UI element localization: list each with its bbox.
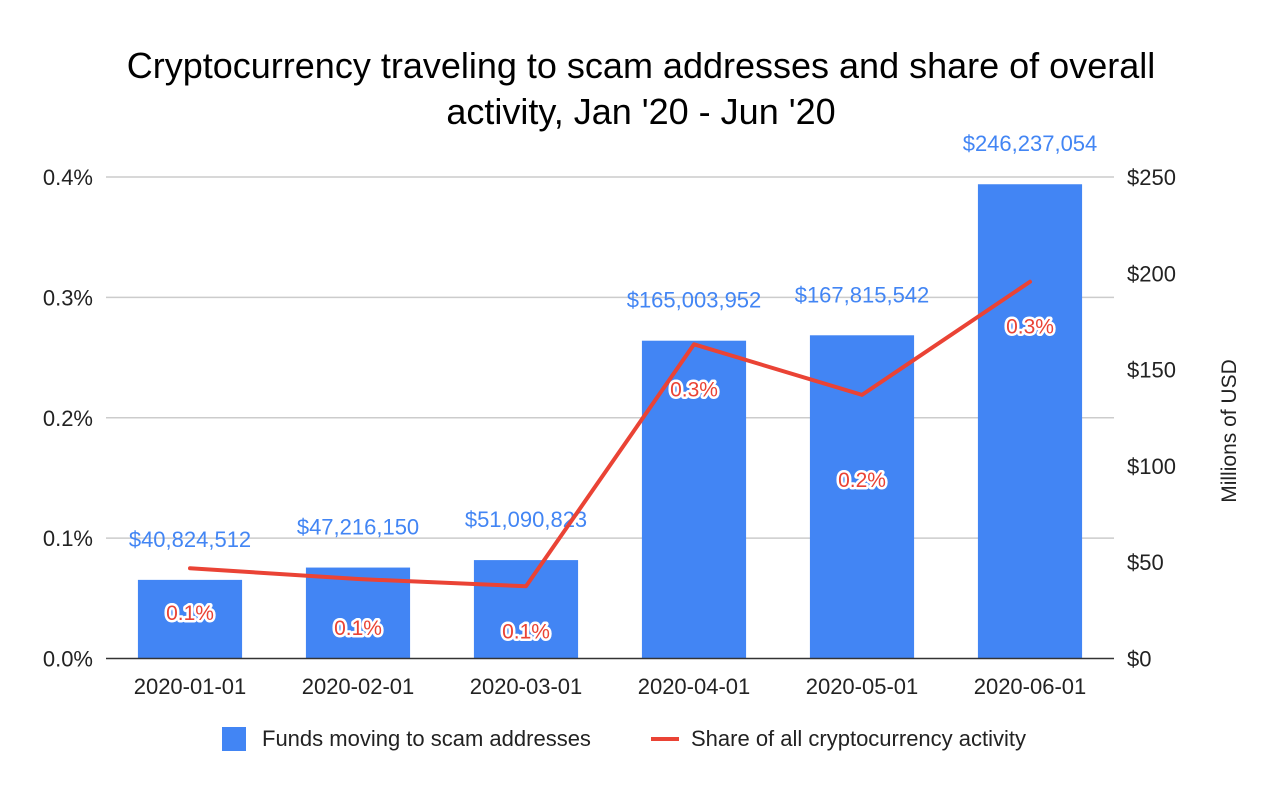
line-data-label: 0.1%	[502, 620, 550, 643]
right-axis-title: Millions of USD	[1218, 359, 1241, 503]
bar	[137, 579, 243, 659]
right-tick-label: $100	[1127, 454, 1176, 479]
right-tick-label: $0	[1127, 647, 1151, 672]
bar-data-labels: $40,824,512 $47,216,150 $51,090,823 $165,00…	[129, 131, 1097, 552]
left-axis-ticks: 0.0% 0.1% 0.2% 0.3% 0.4%	[43, 165, 93, 672]
legend-label-share: Share of all cryptocurrency activity	[691, 726, 1026, 751]
bar	[977, 184, 1083, 659]
bar	[473, 560, 579, 659]
bar-data-label: $165,003,952	[627, 288, 762, 313]
line-data-label: 0.3%	[670, 378, 718, 401]
x-tick-label: 2020-06-01	[974, 674, 1087, 699]
line-data-label: 0.1%	[334, 617, 382, 640]
bar-data-label: $47,216,150	[297, 515, 419, 540]
bars	[137, 184, 1083, 659]
left-tick-label: 0.2%	[43, 406, 93, 431]
line-data-label: 0.2%	[838, 469, 886, 492]
legend-label-funds: Funds moving to scam addresses	[262, 726, 591, 751]
left-tick-label: 0.1%	[43, 526, 93, 551]
right-tick-label: $200	[1127, 261, 1176, 286]
bar-data-label: $51,090,823	[465, 507, 587, 532]
bar	[809, 335, 915, 659]
gridlines	[106, 176, 1114, 539]
legend: Funds moving to scam addresses Share of …	[222, 726, 1026, 751]
chart-title-line-1: Cryptocurrency traveling to scam address…	[127, 45, 1155, 86]
x-tick-label: 2020-02-01	[302, 674, 415, 699]
x-tick-label: 2020-01-01	[134, 674, 247, 699]
share-line	[188, 279, 1032, 589]
line-data-label: 0.3%	[1006, 316, 1054, 339]
bar	[305, 567, 411, 659]
right-tick-label: $50	[1127, 550, 1164, 575]
chart-title-line-2: activity, Jan '20 - Jun '20	[446, 91, 835, 132]
bar-data-label: $40,824,512	[129, 527, 251, 552]
line-data-labels: 0.1% 0.1% 0.1% 0.3% 0.2% 0.3%	[164, 313, 1057, 646]
left-tick-label: 0.0%	[43, 647, 93, 672]
left-tick-label: 0.4%	[43, 165, 93, 190]
bar-data-label: $167,815,542	[795, 282, 930, 307]
legend-swatch-funds	[222, 727, 246, 751]
bar-data-label: $246,237,054	[963, 131, 1098, 156]
right-tick-label: $250	[1127, 165, 1176, 190]
left-tick-label: 0.3%	[43, 285, 93, 310]
line-data-label: 0.1%	[166, 602, 214, 625]
x-tick-label: 2020-03-01	[470, 674, 583, 699]
x-tick-label: 2020-05-01	[806, 674, 919, 699]
right-tick-label: $150	[1127, 358, 1176, 383]
x-tick-label: 2020-04-01	[638, 674, 751, 699]
right-axis-ticks: $0 $50 $100 $150 $200 $250	[1127, 165, 1176, 672]
share-line-path	[188, 279, 1032, 589]
x-axis-ticks: 2020-01-01 2020-02-01 2020-03-01 2020-04-01…	[134, 674, 1087, 699]
